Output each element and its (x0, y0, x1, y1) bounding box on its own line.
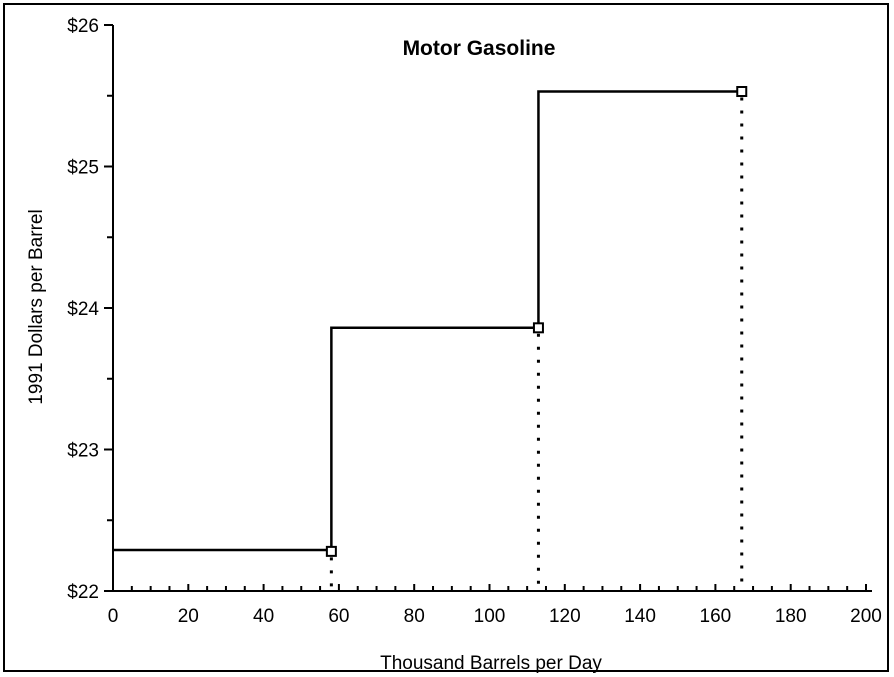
x-tick-label: 40 (253, 606, 274, 627)
x-tick-label: 60 (328, 606, 349, 627)
x-tick-label: 140 (624, 606, 656, 627)
x-tick-label: 80 (404, 606, 425, 627)
axes: 0 20 40 60 80 100 120 140 160 180 200 $22 $23 $24 $25 $… (67, 16, 882, 627)
x-tick-label: 20 (178, 606, 199, 627)
step-line (113, 90, 742, 552)
y-axis-title: 1991 Dollars per Barrel (26, 209, 47, 404)
x-tick-label: 200 (850, 606, 882, 627)
y-tick-label: $25 (67, 158, 99, 179)
data-point-marker (325, 545, 337, 557)
y-tick-label: $24 (67, 299, 99, 320)
x-tick-label: 160 (700, 606, 732, 627)
step-series (113, 90, 742, 552)
x-axis-title: Thousand Barrels per Day (380, 653, 602, 674)
chart-title: Motor Gasoline (403, 37, 556, 60)
y-tick-label: $22 (67, 582, 99, 603)
x-tick-label: 180 (775, 606, 807, 627)
point-markers (325, 86, 748, 557)
data-point-marker (532, 322, 544, 334)
x-tick-label: 120 (549, 606, 581, 627)
drop-lines (329, 97, 744, 589)
x-tick-label: 0 (108, 606, 119, 627)
x-tick-label: 100 (474, 606, 506, 627)
y-tick-label: $26 (67, 16, 99, 37)
data-point-marker (736, 86, 748, 98)
chart-frame (3, 3, 889, 672)
y-tick-label: $23 (67, 441, 99, 462)
